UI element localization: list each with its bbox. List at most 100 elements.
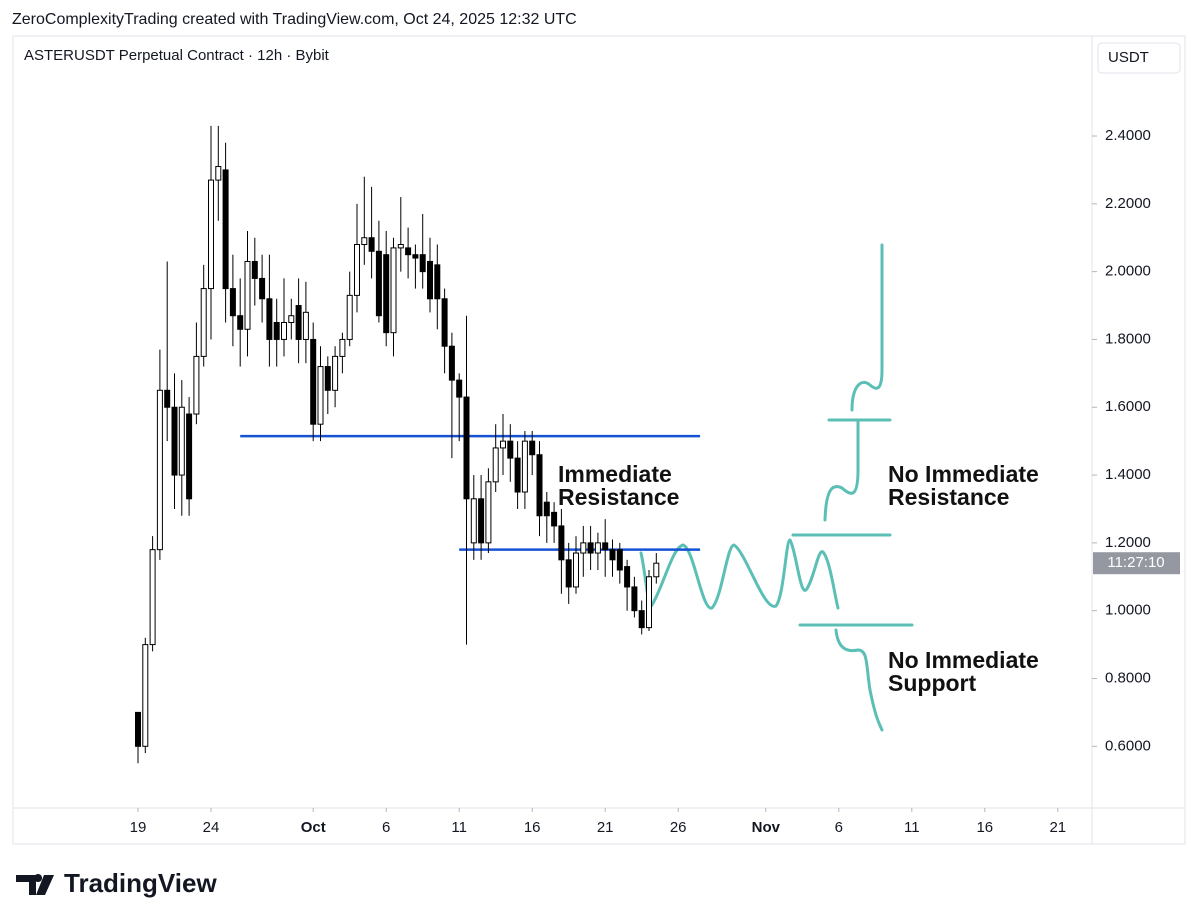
candle-body — [427, 260, 433, 300]
candle-body — [332, 355, 339, 391]
candle-body — [463, 396, 470, 500]
x-tick-label: 6 — [382, 819, 390, 836]
x-tick-label: 16 — [524, 819, 541, 836]
candle-body — [397, 244, 404, 249]
candle-body — [638, 610, 645, 629]
x-tick-label: Nov — [752, 819, 781, 836]
candle-body — [602, 542, 609, 551]
candle-body — [178, 406, 185, 476]
candle-body — [200, 288, 207, 357]
x-tick-label: 21 — [1049, 819, 1066, 836]
candle-body — [266, 298, 273, 340]
candle-body — [558, 525, 565, 561]
y-tick-label: 1.2000 — [1105, 534, 1151, 551]
y-tick-label: 2.0000 — [1105, 263, 1151, 280]
annotation: Immediate — [558, 461, 672, 487]
currency: USDT — [1108, 49, 1149, 66]
candle-body — [485, 481, 492, 544]
currency-box — [1097, 42, 1181, 74]
candle-body — [354, 244, 360, 296]
y-tick-label: 1.4000 — [1105, 466, 1151, 483]
x-tick-label: 24 — [203, 819, 220, 836]
candle-body — [339, 338, 346, 357]
candle-body — [492, 447, 499, 483]
logo: TradingView — [64, 868, 217, 898]
candle-body — [441, 298, 448, 347]
candle-body — [302, 311, 309, 340]
candle-body — [456, 379, 463, 398]
y-tick-label: 2.2000 — [1105, 195, 1151, 212]
candle-body — [295, 305, 302, 340]
candle-body — [624, 566, 631, 588]
candle-body — [412, 254, 419, 259]
y-tick-label: 0.6000 — [1105, 737, 1151, 754]
candle-body — [375, 250, 382, 317]
candle-body — [310, 338, 317, 425]
candle-body — [470, 498, 477, 544]
candle-body — [383, 254, 390, 334]
candle-body — [514, 457, 521, 493]
y-tick-label: 2.4000 — [1105, 127, 1151, 144]
candle-body — [500, 440, 506, 449]
candle-body — [156, 389, 163, 551]
candle-body — [368, 237, 375, 252]
x-tick-label: 6 — [835, 819, 843, 836]
candle-body — [565, 559, 572, 588]
candle-body — [171, 406, 178, 476]
y-tick-label: 0.8000 — [1105, 669, 1151, 686]
annotation: Resistance — [558, 484, 679, 510]
header: ZeroComplexityTrading created with Tradi… — [12, 11, 577, 28]
y-tick-label: 1.0000 — [1105, 602, 1151, 619]
x-tick-label: Oct — [301, 819, 326, 836]
drawings — [639, 243, 914, 732]
candle-body — [543, 501, 550, 517]
candle-body — [631, 586, 638, 612]
candle-body — [507, 440, 514, 459]
candle-body — [551, 511, 558, 527]
y-tick-label: 1.8000 — [1105, 330, 1151, 347]
candles — [135, 125, 660, 764]
annotation: Support — [888, 670, 976, 696]
candle-body — [237, 315, 244, 330]
price-marker — [1093, 552, 1180, 575]
candle-body — [135, 711, 141, 747]
candle-body — [580, 542, 587, 554]
panel-border — [12, 35, 1186, 845]
annotation: No Immediate — [888, 461, 1039, 487]
candle-body — [448, 345, 455, 381]
candle-body — [390, 247, 397, 334]
candle-body — [142, 644, 149, 747]
annotation: Resistance — [888, 484, 1009, 510]
candle-body — [405, 247, 412, 256]
candle-body — [609, 549, 616, 561]
candle-body — [361, 237, 368, 246]
candle-body — [149, 549, 156, 646]
candle-body — [587, 542, 594, 554]
candle-body — [251, 260, 258, 279]
candle-body — [281, 321, 287, 340]
x-tick-label: 26 — [670, 819, 687, 836]
x-tick-label: 16 — [976, 819, 993, 836]
candle-body — [222, 169, 229, 290]
annotation: No Immediate — [888, 647, 1039, 673]
x-tick-label: 11 — [451, 819, 467, 836]
candle-body — [259, 277, 266, 300]
candle-body — [594, 542, 601, 554]
candle-body — [646, 576, 652, 629]
candle-body — [521, 440, 528, 493]
candle-body — [536, 454, 543, 517]
y-tick-label: 1.6000 — [1105, 398, 1151, 415]
candle-body — [317, 366, 324, 425]
x-tick-label: 21 — [597, 819, 614, 836]
candle-body — [434, 264, 441, 300]
logo-icon — [16, 874, 54, 895]
candle-body — [346, 294, 353, 340]
candle-body — [273, 321, 280, 340]
candle-body — [208, 179, 214, 290]
candle-body — [193, 355, 200, 415]
x-tick-label: 11 — [904, 819, 920, 836]
candle-body — [288, 315, 295, 323]
x-tick-label: 19 — [130, 819, 147, 836]
